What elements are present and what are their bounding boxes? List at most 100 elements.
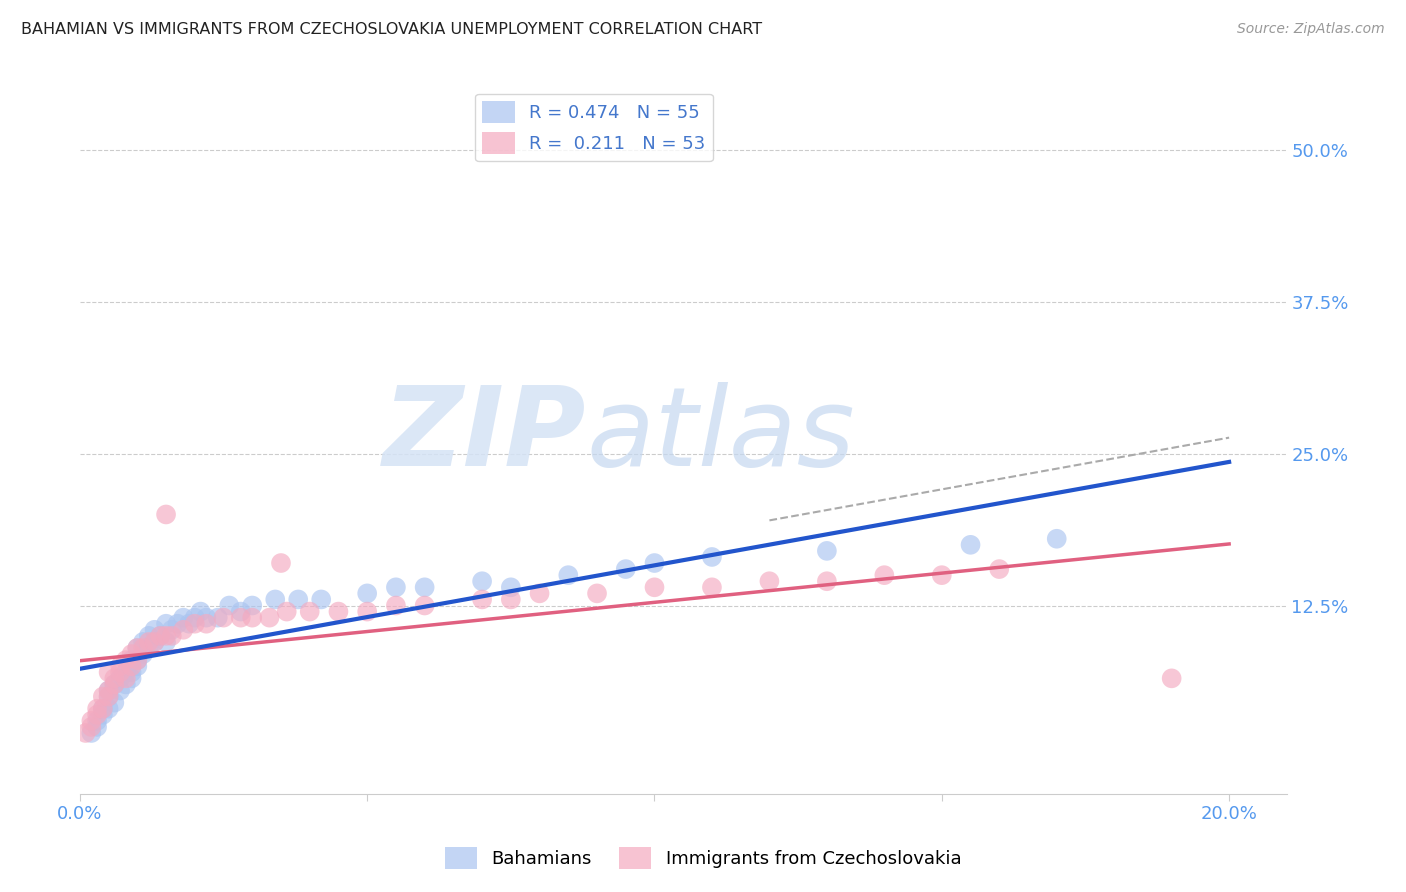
Point [218, 599, 240, 613]
Point [103, 671, 125, 685]
Point [385, 599, 408, 613]
Point [309, 592, 332, 607]
Point [815, 544, 838, 558]
Point [499, 580, 522, 594]
Point [97, 665, 120, 680]
Point [988, 562, 1011, 576]
Point [356, 586, 378, 600]
Point [177, 616, 200, 631]
Point [138, 629, 160, 643]
Point [127, 653, 149, 667]
Point [212, 610, 235, 624]
Point [149, 629, 172, 643]
Point [873, 568, 896, 582]
Point [97, 683, 120, 698]
Point [207, 610, 229, 624]
Point [959, 538, 981, 552]
Point [529, 586, 551, 600]
Point [172, 623, 194, 637]
Point [143, 623, 166, 637]
Legend: Bahamians, Immigrants from Czechoslovakia: Bahamians, Immigrants from Czechoslovaki… [436, 838, 970, 879]
Point [190, 605, 212, 619]
Point [1046, 532, 1069, 546]
Point [91, 707, 114, 722]
Point [115, 671, 138, 685]
Point [413, 580, 436, 594]
Point [328, 605, 350, 619]
Point [108, 665, 131, 680]
Point [160, 629, 183, 643]
Point [108, 659, 131, 673]
Point [80, 714, 103, 728]
Point [240, 610, 263, 624]
Point [149, 629, 172, 643]
Point [138, 640, 160, 655]
Point [700, 580, 723, 594]
Point [143, 635, 166, 649]
Point [184, 616, 207, 631]
Point [138, 635, 160, 649]
Point [97, 683, 120, 698]
Point [155, 635, 177, 649]
Point [195, 616, 218, 631]
Point [700, 549, 723, 564]
Point [1160, 671, 1182, 685]
Point [103, 677, 125, 691]
Point [91, 702, 114, 716]
Point [471, 574, 494, 589]
Point [166, 616, 188, 631]
Point [97, 690, 120, 704]
Point [356, 605, 378, 619]
Point [97, 702, 120, 716]
Point [80, 726, 103, 740]
Point [586, 586, 609, 600]
Point [86, 714, 108, 728]
Point [91, 690, 114, 704]
Point [86, 720, 108, 734]
Point [259, 610, 281, 624]
Point [80, 720, 103, 734]
Point [86, 707, 108, 722]
Point [155, 629, 177, 643]
Point [121, 647, 143, 661]
Point [108, 683, 131, 698]
Point [499, 592, 522, 607]
Point [108, 671, 131, 685]
Point [132, 640, 155, 655]
Point [97, 690, 120, 704]
Point [614, 562, 637, 576]
Point [644, 556, 666, 570]
Point [115, 665, 138, 680]
Point [557, 568, 579, 582]
Point [184, 610, 207, 624]
Point [758, 574, 780, 589]
Point [287, 592, 309, 607]
Point [471, 592, 494, 607]
Point [931, 568, 953, 582]
Point [86, 702, 108, 716]
Point [121, 653, 143, 667]
Point [385, 580, 408, 594]
Point [155, 508, 177, 522]
Point [172, 610, 194, 624]
Point [121, 659, 143, 673]
Point [127, 653, 149, 667]
Point [127, 659, 149, 673]
Point [229, 605, 252, 619]
Point [132, 635, 155, 649]
Point [127, 640, 149, 655]
Text: atlas: atlas [586, 382, 855, 489]
Point [270, 556, 292, 570]
Point [103, 696, 125, 710]
Text: Source: ZipAtlas.com: Source: ZipAtlas.com [1237, 22, 1385, 37]
Point [195, 610, 218, 624]
Point [127, 640, 149, 655]
Point [75, 726, 97, 740]
Text: ZIP: ZIP [384, 382, 586, 489]
Point [644, 580, 666, 594]
Point [115, 653, 138, 667]
Point [132, 647, 155, 661]
Point [103, 677, 125, 691]
Point [155, 616, 177, 631]
Point [298, 605, 321, 619]
